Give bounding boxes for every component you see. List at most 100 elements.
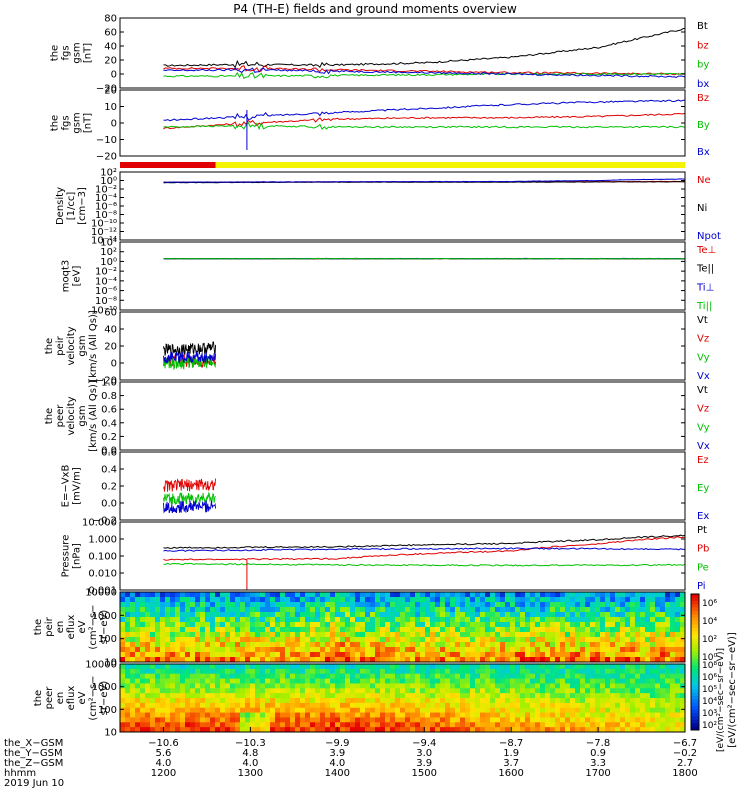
legend-4-2: Vy: [697, 352, 710, 363]
ylabel-7-1: [nPa]: [72, 543, 83, 569]
ylabel-3-1: [eV]: [72, 266, 83, 287]
colorbar-label-a: [eV/(cm²−sec−sr−eV)]: [727, 632, 738, 748]
ylabel-1-2: gsm: [72, 112, 83, 133]
ylabel-6-0: E=−VxB: [61, 465, 72, 508]
ytick-6-3: 0.0: [101, 499, 117, 510]
ylabel-0-1: fgs: [61, 45, 72, 60]
panel-frame-4: [120, 312, 685, 380]
ytick-7-0: 10.000: [82, 518, 117, 529]
ytick-6-0: 0.6: [101, 448, 117, 459]
ylabel-1-1: fgs: [61, 115, 72, 130]
ylabel-2-0: Density: [55, 187, 66, 225]
legend-7-3: Pi: [697, 581, 706, 592]
ylabel-1-3: [nT]: [83, 113, 94, 133]
ylabel-8-4: eV: [77, 620, 88, 633]
ylabel-9-0: the: [33, 690, 44, 706]
ylabel-6-1: [mV/m]: [72, 467, 83, 505]
ytick-5-4: 0.2: [101, 432, 117, 443]
ytick-0-2: 40: [104, 42, 117, 53]
legend-5-2: Vy: [697, 422, 710, 433]
ytick-5-3: 0.4: [101, 418, 117, 429]
axis-row-value-3-4: 1600: [498, 768, 523, 779]
chart-title: P4 (TH-E) fields and ground moments over…: [233, 2, 517, 16]
legend-5-3: Vx: [697, 441, 710, 452]
series-7-2: [164, 563, 686, 566]
ytick-4-1: 40: [104, 325, 117, 336]
panel-frame-7: [120, 522, 685, 590]
legend-7-2: Pe: [697, 562, 709, 573]
ylabel-8-3: eflux: [66, 615, 77, 640]
legend-6-1: Ey: [697, 483, 709, 494]
ylabel-3-0: moqt3: [61, 260, 72, 293]
ytick-0-1: 60: [104, 28, 117, 39]
panel-frame-3: [120, 242, 685, 310]
status-bar-red: [120, 162, 216, 168]
axis-date: 2019 Jun 10: [4, 778, 64, 789]
ytick-5-2: 0.6: [101, 405, 117, 416]
panel-frame-6: [120, 452, 685, 520]
legend-0-1: bz: [697, 40, 709, 51]
panel-frame-1: [120, 90, 685, 156]
ylabel-7-0: Pressure: [61, 535, 72, 578]
axis-row-value-3-1: 1300: [238, 768, 263, 779]
ylabel-2-1: [1/cc]: [66, 192, 77, 221]
ytick-1-0: 20: [104, 86, 117, 97]
panel-frame-0: [120, 18, 685, 88]
ylabel-4-0: the: [44, 338, 55, 354]
ytick-1-3: −10: [96, 135, 117, 146]
ytick-1-2: 0: [111, 119, 117, 130]
legend-5-0: Vt: [697, 385, 708, 396]
heatmap-8: [120, 592, 685, 662]
legend-3-3: Ti||: [696, 301, 712, 312]
legend-3-2: Ti⊥: [696, 282, 714, 293]
ylabel-9-3: eflux: [66, 686, 77, 711]
ylabel-0-3: [nT]: [83, 43, 94, 63]
ylabel-8-1: peir: [44, 616, 55, 636]
legend-5-1: Vz: [697, 404, 709, 415]
ytick-5-0: 1.0: [101, 378, 117, 389]
series-0-0: [164, 28, 686, 67]
ylabel-9-2: en: [55, 692, 66, 705]
axis-row-value-3-2: 1400: [325, 768, 350, 779]
legend-2-2: Npot: [697, 231, 721, 242]
colorbar-tick-a-1: 10⁴: [702, 617, 717, 627]
colorbar: [691, 594, 699, 731]
ylabel-0-2: gsm: [72, 42, 83, 63]
ylabel-9-6: sr−eV): [99, 681, 110, 716]
ytick-7-2: 0.100: [88, 552, 117, 563]
legend-1-0: Bz: [697, 93, 709, 104]
axis-row-value-3-0: 1200: [151, 768, 176, 779]
legend-3-1: Te||: [696, 264, 714, 275]
ytick-9-3: 10: [104, 728, 117, 739]
axis-row-value-3-3: 1500: [412, 768, 437, 779]
ylabel-4-1: peir: [55, 335, 66, 355]
ylabel-5-3: gsm: [77, 405, 88, 426]
ylabel-9-5: (cm²−s−: [88, 675, 99, 720]
legend-4-3: Vx: [697, 371, 710, 382]
ytick-8-0: 10000: [85, 588, 117, 599]
ylabel-1-0: the: [50, 115, 61, 131]
ytick-0-3: 20: [104, 56, 117, 67]
ylabel-4-4: [km/s (All Qs)]: [88, 310, 99, 382]
heatmap-9: [120, 664, 685, 732]
legend-0-0: Bt: [697, 21, 708, 32]
ytick-6-2: 0.2: [101, 482, 117, 493]
ytick-4-2: 20: [104, 342, 117, 353]
ylabel-2-2: [cm−3]: [77, 187, 88, 225]
ylabel-8-2: en: [55, 621, 66, 634]
ytick-4-3: 0: [111, 359, 117, 370]
legend-1-1: By: [697, 120, 710, 131]
series-7-0: [164, 535, 686, 548]
series-6-0: [164, 479, 216, 492]
status-bar-yellow: [216, 162, 685, 168]
legend-6-2: Ex: [697, 511, 709, 522]
axis-row-value-3-5: 1700: [585, 768, 610, 779]
ytick-1-1: 10: [104, 102, 117, 113]
legend-0-3: bx: [697, 79, 709, 90]
legend-0-2: by: [697, 60, 709, 71]
ylabel-8-5: (cm²−s−: [88, 604, 99, 649]
ytick-0-4: 0: [111, 70, 117, 81]
legend-3-0: Te⊥: [696, 245, 716, 256]
ylabel-5-2: velocity: [66, 396, 77, 435]
